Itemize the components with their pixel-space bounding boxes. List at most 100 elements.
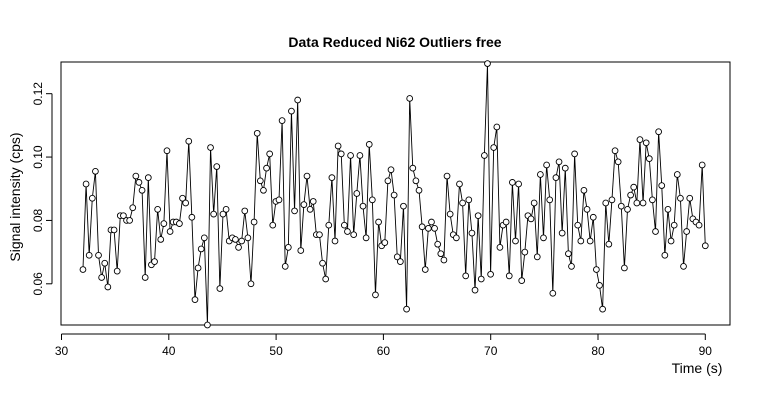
data-point <box>288 107 295 115</box>
data-point <box>695 221 703 229</box>
data-point <box>605 240 613 248</box>
data-point <box>571 150 578 158</box>
data-point <box>176 220 183 227</box>
data-point <box>481 152 488 159</box>
data-point <box>82 180 90 188</box>
data-point <box>138 186 146 194</box>
data-point <box>434 240 442 248</box>
data-point <box>437 250 445 258</box>
data-point <box>135 179 143 186</box>
data-point <box>163 147 171 155</box>
data-point <box>238 237 246 245</box>
data-point <box>509 179 516 186</box>
data-point <box>216 285 224 292</box>
y-tick-label: 0.12 <box>31 82 45 106</box>
data-point <box>316 231 323 239</box>
data-point <box>88 194 96 202</box>
data-point <box>253 129 261 137</box>
x-tick-label: 90 <box>699 344 713 358</box>
data-point <box>219 210 227 218</box>
data-point <box>577 237 585 245</box>
data-point <box>558 229 566 237</box>
data-point <box>421 266 429 273</box>
data-point <box>415 186 423 194</box>
data-point <box>263 164 270 172</box>
data-point <box>655 128 662 136</box>
data-point <box>549 289 557 297</box>
data-point <box>232 236 239 243</box>
series-points <box>79 60 709 329</box>
data-point <box>284 244 292 251</box>
data-point <box>670 221 678 229</box>
data-point <box>589 213 597 221</box>
data-point <box>372 291 379 299</box>
data-point <box>636 136 644 143</box>
data-point <box>154 205 161 213</box>
data-point <box>393 253 401 261</box>
data-point <box>204 321 211 329</box>
x-tick-label: 80 <box>591 344 605 358</box>
data-point <box>453 234 460 242</box>
data-point <box>698 161 706 169</box>
data-point <box>101 259 109 267</box>
data-point <box>652 228 659 235</box>
data-point <box>129 204 137 212</box>
data-point <box>574 221 582 229</box>
data-point <box>406 95 414 102</box>
data-point <box>502 218 510 226</box>
data-point <box>446 210 454 218</box>
data-point <box>79 266 87 273</box>
data-point <box>322 275 330 283</box>
data-point <box>608 196 616 204</box>
data-point <box>649 196 656 204</box>
data-point <box>527 215 535 223</box>
data-point <box>151 258 158 265</box>
data-point <box>624 205 631 213</box>
data-point <box>683 228 690 235</box>
data-point <box>496 244 504 251</box>
data-point <box>443 172 451 180</box>
data-point <box>561 164 569 172</box>
y-tick-label: 0.08 <box>31 208 45 232</box>
data-point <box>602 199 610 207</box>
data-point <box>132 172 140 180</box>
data-point <box>359 202 367 210</box>
x-tick-label: 30 <box>55 344 69 358</box>
data-point <box>611 147 619 155</box>
data-point <box>658 182 666 189</box>
data-point <box>319 259 326 267</box>
data-point <box>213 163 221 170</box>
data-point <box>537 171 544 178</box>
data-point <box>281 263 289 270</box>
data-point <box>543 161 550 169</box>
data-point <box>241 207 249 215</box>
data-point <box>325 221 333 229</box>
data-point <box>294 96 302 104</box>
data-point <box>120 212 127 220</box>
data-point <box>614 158 622 166</box>
data-point <box>247 280 255 288</box>
data-point <box>110 226 118 234</box>
data-point <box>701 242 709 250</box>
data-point <box>617 202 625 210</box>
x-axis: 30 40 50 60 70 80 90 <box>55 333 713 358</box>
data-point <box>210 210 218 218</box>
data-point <box>303 172 311 180</box>
data-point <box>431 225 438 232</box>
x-tick-label: 70 <box>484 344 498 358</box>
data-point <box>627 191 634 199</box>
data-point <box>356 152 364 159</box>
data-point <box>456 180 463 188</box>
data-point <box>418 223 426 231</box>
data-point <box>291 207 298 215</box>
data-point <box>677 194 684 202</box>
data-point <box>365 141 373 148</box>
data-point <box>157 236 165 243</box>
data-point <box>126 217 133 224</box>
data-point <box>197 245 205 253</box>
data-point <box>596 282 603 289</box>
data-point <box>141 274 149 281</box>
data-point <box>275 196 283 204</box>
data-point <box>200 234 208 242</box>
data-point <box>465 196 473 204</box>
